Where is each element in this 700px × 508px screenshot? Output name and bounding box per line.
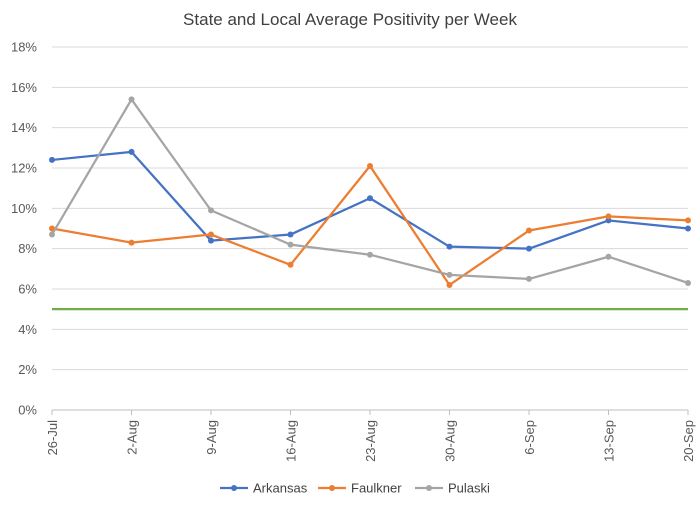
y-tick-label: 14% xyxy=(11,120,37,135)
data-point xyxy=(208,231,214,238)
x-tick-label: 30-Aug xyxy=(443,420,458,462)
y-tick-label: 10% xyxy=(11,201,37,216)
data-point xyxy=(128,148,135,155)
data-point xyxy=(526,227,532,234)
x-axis-ticks: 26-Jul 2-Aug 9-Aug 16-Aug 23-Aug 30-Aug 6-Sep 1… xyxy=(45,410,696,462)
data-point xyxy=(605,213,612,220)
data-point xyxy=(526,245,532,252)
legend-label: Arkansas xyxy=(253,481,308,496)
data-point xyxy=(446,281,453,288)
data-point xyxy=(367,251,373,258)
data-point xyxy=(685,225,691,232)
chart-title: State and Local Average Positivity per W… xyxy=(183,10,517,29)
data-point xyxy=(208,237,214,244)
data-point xyxy=(446,271,453,278)
legend-item-faulkner: Faulkner xyxy=(318,481,402,496)
data-point xyxy=(208,207,214,214)
legend-marker xyxy=(426,485,432,491)
legend-item-pulaski: Pulaski xyxy=(415,481,490,496)
x-tick-label: 9-Aug xyxy=(204,420,219,455)
data-point xyxy=(367,195,373,202)
series-pulaski xyxy=(49,96,691,286)
x-tick-label: 13-Sep xyxy=(602,420,617,462)
data-point xyxy=(128,239,135,246)
data-point xyxy=(367,162,373,169)
x-tick-label: 2-Aug xyxy=(125,420,140,455)
legend-marker xyxy=(329,485,335,491)
x-tick-label: 16-Aug xyxy=(284,420,299,462)
x-tick-label: 20-Sep xyxy=(681,420,696,462)
gridlines xyxy=(52,46,688,411)
legend-item-arkansas: Arkansas xyxy=(220,481,308,496)
data-point xyxy=(685,217,691,224)
data-point xyxy=(287,241,294,248)
data-point xyxy=(685,279,691,286)
y-axis-ticks: 0% 2% 4% 6% 8% 10% 12% 14% 16% 18% xyxy=(11,40,37,418)
y-tick-label: 6% xyxy=(18,282,37,297)
data-point xyxy=(446,243,453,250)
series-arkansas xyxy=(49,148,691,252)
data-point xyxy=(605,253,612,260)
data-point xyxy=(287,261,294,268)
data-point xyxy=(49,231,55,238)
y-tick-label: 8% xyxy=(18,241,37,256)
x-tick-label: 6-Sep xyxy=(522,420,537,455)
data-point xyxy=(128,96,135,103)
y-tick-label: 18% xyxy=(11,40,37,55)
legend: Arkansas Faulkner Pulaski xyxy=(220,481,490,496)
data-point xyxy=(287,231,294,238)
y-tick-label: 12% xyxy=(11,161,37,176)
x-tick-label: 26-Jul xyxy=(45,420,60,456)
x-tick-label: 23-Aug xyxy=(363,420,378,462)
legend-label: Pulaski xyxy=(448,481,490,496)
data-point xyxy=(49,156,55,163)
y-tick-label: 0% xyxy=(18,403,37,418)
legend-marker xyxy=(231,485,237,491)
legend-label: Faulkner xyxy=(351,481,402,496)
series-group xyxy=(49,96,691,288)
y-tick-label: 16% xyxy=(11,80,37,95)
y-tick-label: 4% xyxy=(18,322,37,337)
data-point xyxy=(526,275,532,282)
series-faulkner xyxy=(49,162,691,288)
y-tick-label: 2% xyxy=(18,362,37,377)
